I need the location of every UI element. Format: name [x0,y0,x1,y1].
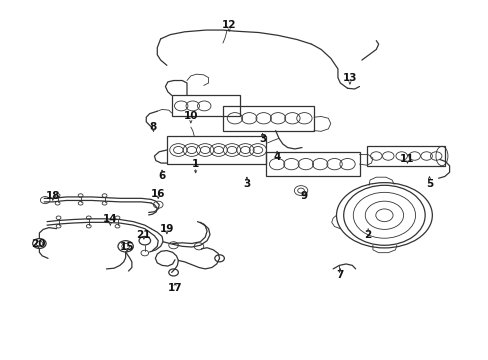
Text: 3: 3 [243,179,250,189]
Text: 6: 6 [158,171,165,181]
Text: 14: 14 [103,214,118,224]
Text: 8: 8 [149,122,157,132]
Text: 9: 9 [300,191,307,201]
Text: 20: 20 [31,239,45,248]
Text: 15: 15 [120,242,134,252]
Text: 16: 16 [151,189,165,199]
Text: 12: 12 [222,20,236,30]
Text: 3: 3 [259,134,266,144]
Text: 1: 1 [192,159,199,169]
Text: 4: 4 [273,152,280,162]
Text: 10: 10 [183,112,198,121]
Text: 19: 19 [160,224,174,234]
Text: 7: 7 [336,270,344,280]
Text: 11: 11 [399,154,414,164]
Text: 17: 17 [167,283,182,293]
Text: 18: 18 [45,191,60,201]
Text: 2: 2 [364,230,371,240]
Text: 13: 13 [342,73,356,83]
Text: 5: 5 [425,179,432,189]
Text: 21: 21 [136,230,151,240]
